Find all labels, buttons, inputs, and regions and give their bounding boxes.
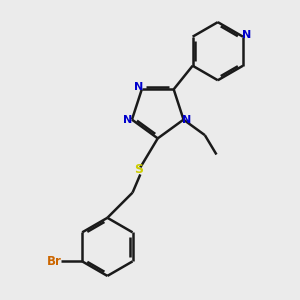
- Text: S: S: [134, 163, 143, 176]
- Text: N: N: [124, 115, 133, 124]
- Text: N: N: [242, 30, 251, 40]
- Text: Br: Br: [46, 255, 62, 268]
- Text: N: N: [182, 115, 191, 124]
- Text: N: N: [134, 82, 144, 92]
